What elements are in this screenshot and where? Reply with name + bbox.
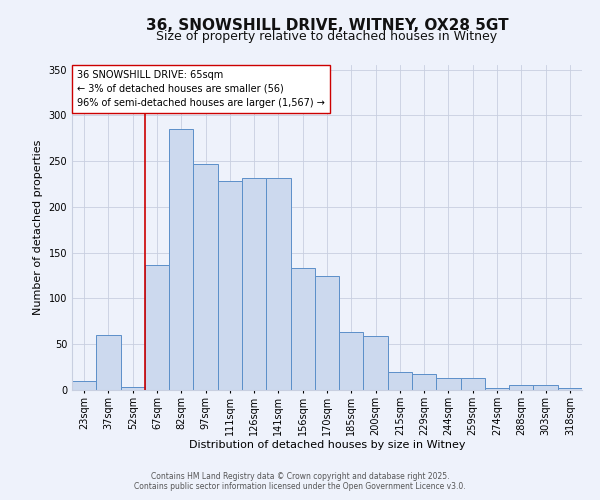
Bar (339, 332, 364, 390)
Text: Contains public sector information licensed under the Open Government Licence v3: Contains public sector information licen… (134, 482, 466, 491)
Bar (388, 372, 412, 390)
Bar (121, 388, 145, 390)
Bar (169, 129, 193, 390)
Bar (533, 384, 558, 390)
Bar (485, 388, 509, 390)
Bar (96, 335, 121, 390)
Bar (315, 276, 339, 390)
Bar (242, 178, 266, 390)
Bar (72, 381, 96, 390)
Bar (461, 378, 485, 390)
Text: 36, SNOWSHILL DRIVE, WITNEY, OX28 5GT: 36, SNOWSHILL DRIVE, WITNEY, OX28 5GT (146, 18, 508, 32)
Bar (412, 374, 436, 390)
Bar (509, 386, 533, 390)
Bar (558, 388, 582, 390)
Bar (218, 182, 242, 390)
Text: 36 SNOWSHILL DRIVE: 65sqm
← 3% of detached houses are smaller (56)
96% of semi-d: 36 SNOWSHILL DRIVE: 65sqm ← 3% of detach… (77, 70, 325, 108)
Text: Contains HM Land Registry data © Crown copyright and database right 2025.: Contains HM Land Registry data © Crown c… (151, 472, 449, 481)
Bar (193, 164, 218, 390)
Bar (436, 378, 461, 390)
Y-axis label: Number of detached properties: Number of detached properties (33, 140, 43, 315)
X-axis label: Distribution of detached houses by size in Witney: Distribution of detached houses by size … (189, 440, 465, 450)
Bar (145, 264, 169, 390)
Text: Size of property relative to detached houses in Witney: Size of property relative to detached ho… (157, 30, 497, 43)
Bar (364, 336, 388, 390)
Bar (266, 178, 290, 390)
Bar (290, 268, 315, 390)
